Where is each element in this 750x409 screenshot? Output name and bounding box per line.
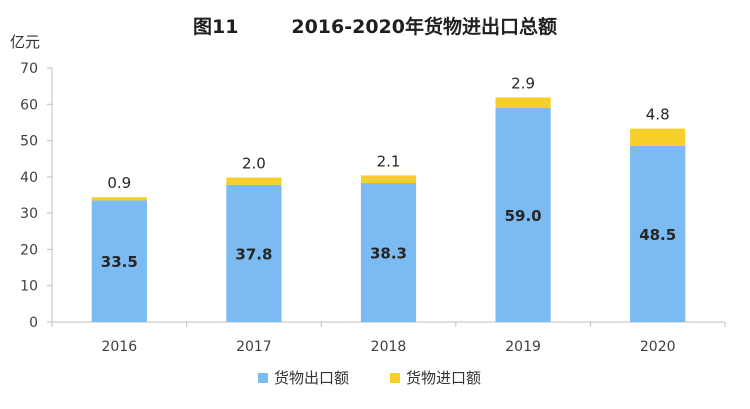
data-label-import-2018: 2.1 xyxy=(377,152,401,170)
data-label-import-2019: 2.9 xyxy=(511,74,535,92)
bar-import-2018 xyxy=(360,175,417,184)
x-axis: 2016 2017 2018 2019 2020 xyxy=(51,321,726,355)
data-label-import-2017: 2.0 xyxy=(242,155,266,173)
data-label-export-2020: 48.5 xyxy=(639,226,676,244)
data-label-export-2017: 37.8 xyxy=(235,245,272,263)
x-tick-label: 2017 xyxy=(236,339,272,355)
x-tick-label: 2016 xyxy=(101,339,137,355)
legend-swatch-0 xyxy=(258,373,268,383)
bars: 33.5 0.9 37.8 2.0 38.3 2.1 59.0 2.9 48.5 4.8 xyxy=(91,74,686,323)
data-label-export-2016: 33.5 xyxy=(101,253,138,271)
y-tick-label: 30 xyxy=(20,206,38,222)
chart-title: 图11 2016-2020年货物进出口总额 xyxy=(193,15,557,38)
y-axis: 0 10 20 30 40 50 60 70 xyxy=(20,61,53,331)
legend: 货物出口额 货物进口额 xyxy=(258,369,481,387)
legend-label-1: 货物进口额 xyxy=(406,369,481,387)
data-label-import-2016: 0.9 xyxy=(107,174,131,192)
bar-export-2018 xyxy=(360,183,417,322)
bar-export-2016 xyxy=(91,200,147,322)
data-label-export-2018: 38.3 xyxy=(370,245,407,263)
bar-import-2017 xyxy=(226,177,282,185)
x-tick-label: 2020 xyxy=(640,339,676,355)
x-tick-label: 2019 xyxy=(505,339,541,355)
bar-export-2017 xyxy=(226,184,282,322)
y-tick-label: 20 xyxy=(20,242,38,258)
bar-export-2020 xyxy=(630,146,686,322)
legend-swatch-1 xyxy=(390,373,400,383)
y-tick-label: 0 xyxy=(29,315,38,331)
legend-label-0: 货物出口额 xyxy=(274,369,349,387)
y-tick-label: 70 xyxy=(20,61,38,77)
x-tick-label: 2018 xyxy=(371,339,407,355)
data-label-export-2019: 59.0 xyxy=(505,207,542,225)
y-tick-label: 10 xyxy=(20,279,38,295)
bar-import-2016 xyxy=(91,197,147,201)
data-label-import-2020: 4.8 xyxy=(646,106,670,124)
bar-import-2020 xyxy=(630,128,686,147)
y-tick-label: 60 xyxy=(20,97,38,113)
y-tick-label: 50 xyxy=(20,134,38,150)
bar-import-2019 xyxy=(495,97,551,108)
y-tick-label: 40 xyxy=(20,170,38,186)
bar-export-2019 xyxy=(495,107,551,323)
y-axis-unit-label: 亿元 xyxy=(10,33,40,51)
